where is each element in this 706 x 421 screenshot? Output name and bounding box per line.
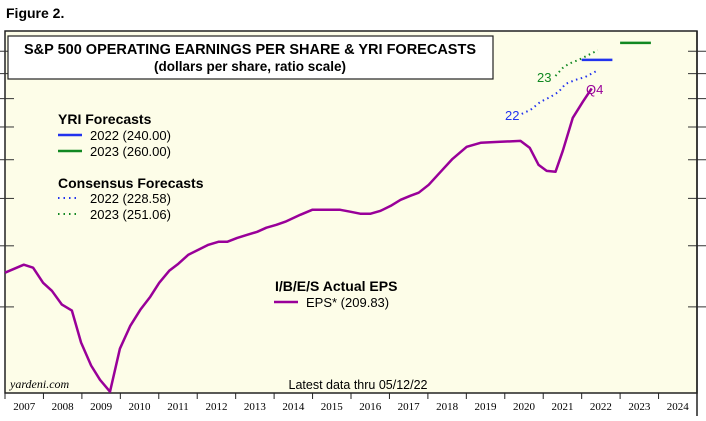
legend-label-yri-2023: 2023 (260.00) <box>90 144 171 159</box>
x-tick-label: 2018 <box>436 401 459 413</box>
y-ticks <box>0 31 706 416</box>
title-box <box>7 35 494 80</box>
legend-heading-actual: I/B/E/S Actual EPS <box>275 278 397 294</box>
legend-yri: YRI Forecasts 2022 (240.00) 2023 (260.00… <box>58 111 171 159</box>
legend-actual: I/B/E/S Actual EPS EPS* (209.83) <box>274 278 397 310</box>
x-tick-label: 2012 <box>205 401 227 413</box>
x-tick-label: 2008 <box>52 401 75 413</box>
x-axis: 2007 2008 2009 2010 2011 2012 2013 2014 2015 2016… <box>4 393 698 413</box>
x-tick-label: 2021 <box>551 401 573 413</box>
source-label: yardeni.com <box>9 377 70 391</box>
x-tick-label: 2007 <box>13 401 36 413</box>
legend-heading-consensus: Consensus Forecasts <box>58 175 204 191</box>
consensus-2022-label: 22 <box>505 108 519 123</box>
latest-data-note: Latest data thru 05/12/22 <box>289 378 428 392</box>
x-tick-label: 2024 <box>667 401 690 413</box>
legend-consensus: Consensus Forecasts 2022 (228.58) 2023 (… <box>58 175 204 222</box>
figure-label: Figure 2. <box>6 5 64 21</box>
legend-label-eps: EPS* (209.83) <box>306 295 389 310</box>
series-line-consensus-2022 <box>521 69 599 115</box>
legend-label-consensus-2022: 2022 (228.58) <box>90 191 171 206</box>
x-tick-label: 2011 <box>167 401 189 413</box>
x-tick-label: 2013 <box>244 401 267 413</box>
series-line-eps <box>4 87 593 393</box>
chart-title: S&P 500 OPERATING EARNINGS PER SHARE & Y… <box>24 42 476 58</box>
series-group <box>4 41 651 393</box>
consensus-2023-label: 23 <box>537 70 551 85</box>
x-tick-label: 2014 <box>282 401 305 413</box>
x-tick-label: 2023 <box>628 401 651 413</box>
x-tick-label: 2020 <box>513 401 536 413</box>
x-tick-label: 2022 <box>590 401 612 413</box>
eps-end-label: Q4 <box>586 82 603 97</box>
legend-label-yri-2022: 2022 (240.00) <box>90 128 171 143</box>
legend-heading-yri: YRI Forecasts <box>58 111 152 127</box>
chart-subtitle: (dollars per share, ratio scale) <box>154 59 346 74</box>
x-tick-label: 2017 <box>398 401 421 413</box>
x-tick-label: 2019 <box>475 401 498 413</box>
x-tick-label: 2010 <box>129 401 152 413</box>
x-tick-label: 2009 <box>90 401 113 413</box>
x-tick-label: 2015 <box>321 401 344 413</box>
x-tick-label: 2016 <box>359 401 382 413</box>
legend-label-consensus-2023: 2023 (251.06) <box>90 207 171 222</box>
